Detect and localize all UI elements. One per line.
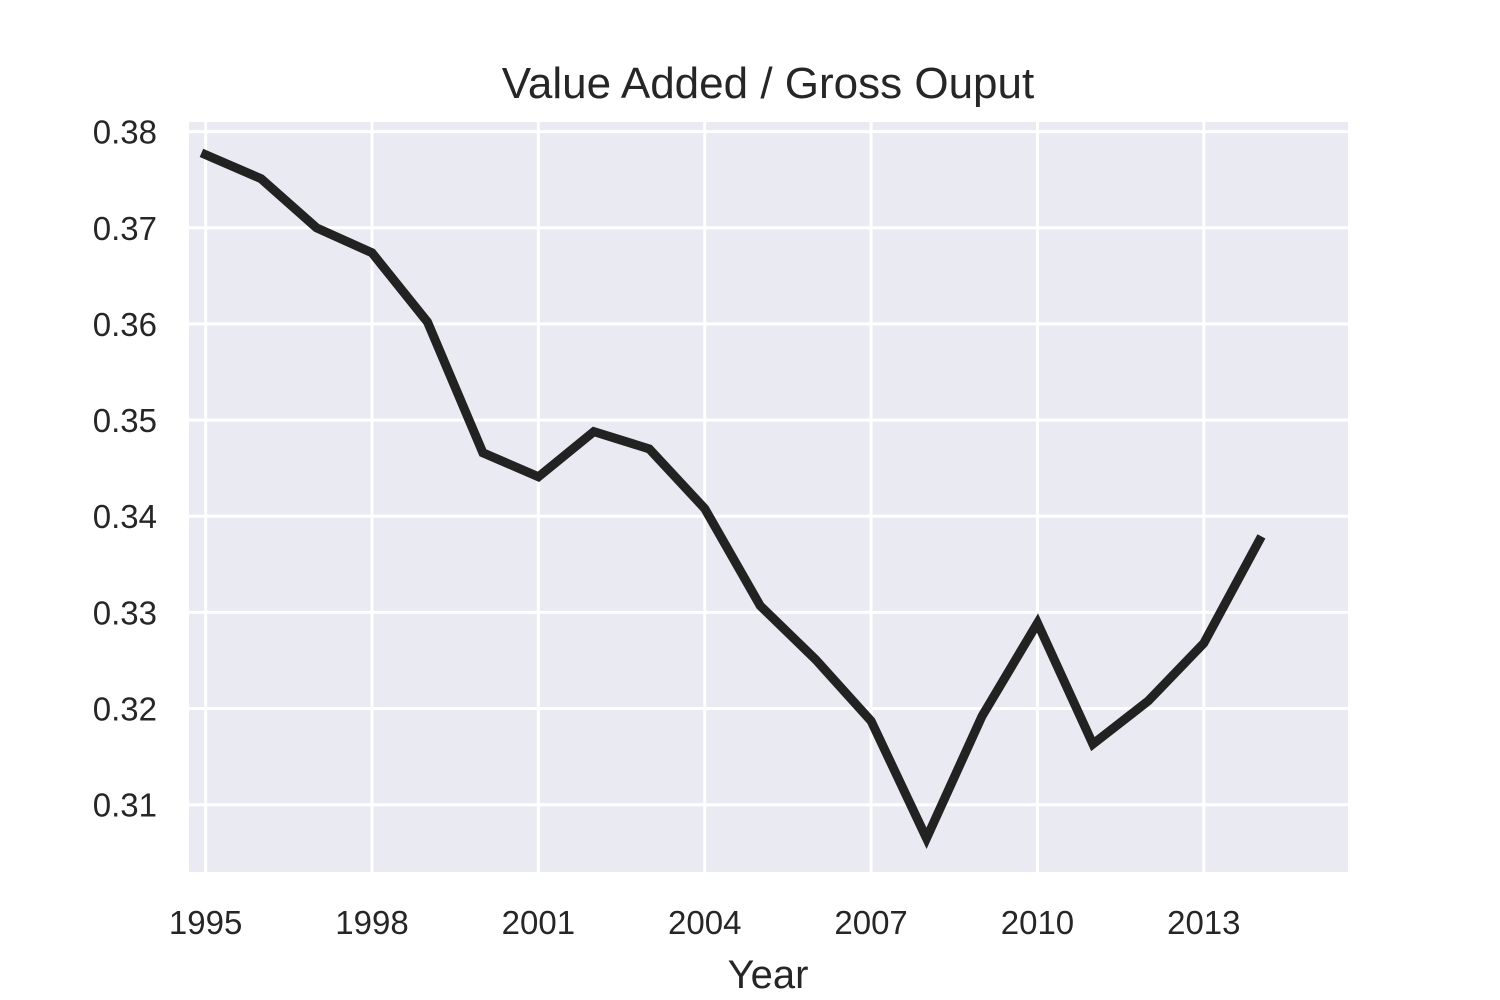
x-tick-label: 2004 — [668, 904, 741, 941]
x-tick-label: 2010 — [1001, 904, 1074, 941]
chart-title: Value Added / Gross Ouput — [502, 59, 1034, 108]
y-tick-label: 0.33 — [93, 594, 157, 631]
y-tick-label: 0.32 — [93, 691, 157, 728]
x-tick-label: 1998 — [335, 904, 408, 941]
y-tick-label: 0.36 — [93, 306, 157, 343]
y-axis: 0.31 0.32 0.33 0.34 0.35 0.36 0.37 0.38 — [93, 114, 157, 824]
series-line — [199, 148, 1266, 850]
x-tick-label: 2013 — [1167, 904, 1240, 941]
series-group — [199, 148, 1266, 850]
x-tick-label: 2001 — [502, 904, 575, 941]
x-tick-label: 1995 — [169, 904, 242, 941]
y-tick-label: 0.35 — [93, 402, 157, 439]
gridlines — [189, 122, 1348, 872]
x-axis: 1995 1998 2001 2004 2007 2010 2013 — [169, 904, 1241, 941]
y-tick-label: 0.37 — [93, 210, 157, 247]
y-tick-label: 0.34 — [93, 498, 157, 535]
x-axis-label: Year — [728, 953, 809, 997]
y-tick-label: 0.38 — [93, 114, 157, 151]
y-tick-label: 0.31 — [93, 787, 157, 824]
x-tick-label: 2007 — [834, 904, 907, 941]
plot-area — [189, 122, 1348, 872]
